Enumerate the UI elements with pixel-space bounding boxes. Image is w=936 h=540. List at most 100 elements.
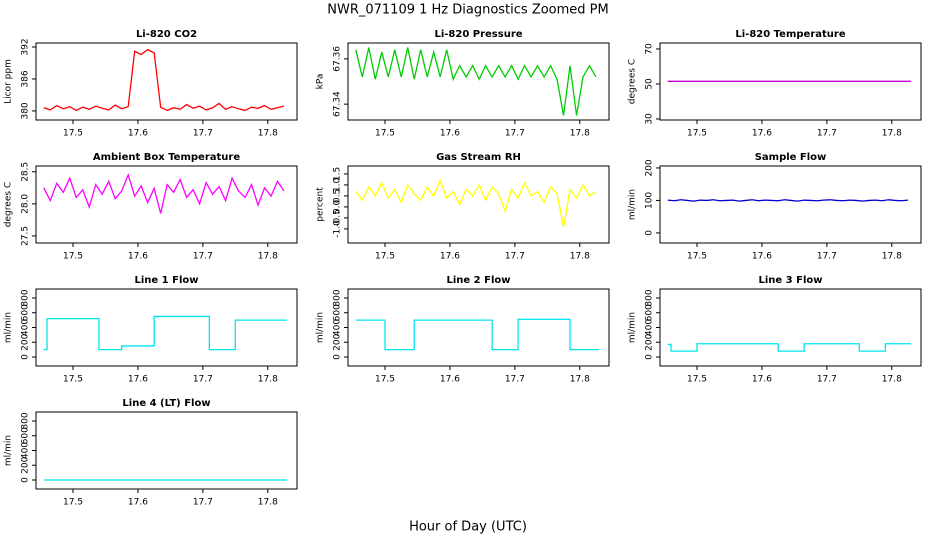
panel-title: Ambient Box Temperature <box>93 152 240 163</box>
x-tick-label: 17.6 <box>752 252 772 262</box>
x-tick-label: 17.5 <box>63 498 83 508</box>
y-tick-label: 200 <box>21 333 31 350</box>
y-tick-label: 27.5 <box>21 226 31 246</box>
x-tick-label: 17.7 <box>505 129 525 139</box>
x-tick-label: 17.5 <box>375 129 395 139</box>
y-axis-label: ml/min <box>316 312 326 343</box>
x-tick-label: 17.7 <box>193 252 213 262</box>
plot-frame <box>659 165 922 244</box>
y-tick-label: 600 <box>21 427 31 444</box>
y-tick-label: -0.5 <box>333 209 343 227</box>
data-line <box>355 47 597 116</box>
y-tick-label: 800 <box>21 289 31 306</box>
y-tick-label: 400 <box>645 319 655 336</box>
panel-title: Li-820 Temperature <box>735 29 845 40</box>
y-axis-label: Licor ppm <box>4 59 14 104</box>
page-title: NWR_071109 1 Hz Diagnostics Zoomed PM <box>327 3 609 18</box>
x-tick-label: 17.6 <box>128 129 148 139</box>
x-axis-label: Hour of Day (UTC) <box>409 520 527 535</box>
y-tick-label: 0 <box>21 354 31 360</box>
x-tick-label: 17.6 <box>752 129 772 139</box>
y-tick-label: 30 <box>645 113 655 125</box>
y-tick-label: -1.0 <box>333 220 343 238</box>
x-tick-label: 17.6 <box>128 498 148 508</box>
y-axis-label: ml/min <box>4 312 14 343</box>
y-tick-label: 200 <box>333 333 343 350</box>
plot-frame <box>35 288 298 367</box>
panel-title: Line 3 Flow <box>759 275 823 286</box>
panel-title: Line 2 Flow <box>447 275 511 286</box>
x-tick-label: 17.8 <box>570 375 590 385</box>
y-tick-label: 400 <box>21 319 31 336</box>
plot-frame <box>659 42 922 121</box>
plot-frame <box>347 165 610 244</box>
y-axis-label: ml/min <box>4 435 14 466</box>
x-tick-label: 17.7 <box>817 129 837 139</box>
panel-title: Sample Flow <box>755 152 827 163</box>
data-line <box>43 48 285 112</box>
plot-frame <box>347 42 610 121</box>
y-tick-label: 0.5 <box>333 189 343 203</box>
x-tick-label: 17.6 <box>440 129 460 139</box>
y-tick-label: 0 <box>21 477 31 483</box>
x-tick-label: 17.5 <box>63 375 83 385</box>
x-tick-label: 17.5 <box>375 252 395 262</box>
x-tick-label: 17.6 <box>128 375 148 385</box>
y-tick-label: 50 <box>645 78 655 90</box>
x-tick-label: 17.5 <box>687 129 707 139</box>
y-tick-label: 1.0 <box>333 177 343 192</box>
x-tick-label: 17.8 <box>882 252 902 262</box>
y-tick-label: 67.36 <box>333 46 343 72</box>
x-tick-label: 17.8 <box>570 129 590 139</box>
y-tick-label: 400 <box>21 442 31 459</box>
y-tick-label: 0 <box>645 354 655 360</box>
y-tick-label: 0.0 <box>333 199 343 214</box>
x-tick-label: 17.7 <box>505 252 525 262</box>
y-tick-label: 600 <box>645 304 655 321</box>
plot-frame <box>347 288 610 367</box>
x-tick-label: 17.5 <box>375 375 395 385</box>
x-tick-label: 17.5 <box>687 375 707 385</box>
y-tick-label: 392 <box>21 38 31 55</box>
x-tick-label: 17.8 <box>258 375 278 385</box>
x-tick-label: 17.6 <box>440 252 460 262</box>
x-tick-label: 17.7 <box>193 498 213 508</box>
x-tick-label: 17.8 <box>258 498 278 508</box>
y-axis-label: ml/min <box>628 189 638 220</box>
data-line <box>667 199 909 202</box>
panel-title: Li-820 Pressure <box>434 29 522 40</box>
y-tick-label: 200 <box>21 456 31 473</box>
plot-frame <box>35 42 298 121</box>
y-axis-label: percent <box>316 187 326 222</box>
data-line <box>43 173 285 214</box>
x-tick-label: 17.8 <box>258 252 278 262</box>
y-tick-label: 800 <box>645 289 655 306</box>
x-tick-label: 17.6 <box>752 375 772 385</box>
y-tick-label: 0 <box>645 230 655 236</box>
x-tick-label: 17.5 <box>687 252 707 262</box>
y-tick-label: 1.5 <box>333 167 343 181</box>
x-tick-label: 17.8 <box>570 252 590 262</box>
y-tick-label: 200 <box>645 159 655 176</box>
y-tick-label: 600 <box>333 304 343 321</box>
y-tick-label: 100 <box>645 192 655 209</box>
x-tick-label: 17.8 <box>258 129 278 139</box>
y-tick-label: 800 <box>333 289 343 306</box>
x-tick-label: 17.7 <box>505 375 525 385</box>
y-axis-label: degrees C <box>4 182 14 227</box>
panel-title: Gas Stream RH <box>436 152 521 163</box>
x-tick-label: 17.5 <box>63 129 83 139</box>
x-tick-label: 17.7 <box>193 129 213 139</box>
y-axis-label: ml/min <box>628 312 638 343</box>
x-tick-label: 17.5 <box>63 252 83 262</box>
plot-frame <box>35 411 298 490</box>
y-axis-label: degrees C <box>628 59 638 104</box>
plot-frame <box>35 165 298 244</box>
y-tick-label: 600 <box>21 304 31 321</box>
data-line <box>355 178 597 227</box>
x-tick-label: 17.7 <box>817 252 837 262</box>
y-tick-label: 67.34 <box>333 91 343 117</box>
x-tick-label: 17.8 <box>882 375 902 385</box>
panel-title: Line 1 Flow <box>135 275 199 286</box>
